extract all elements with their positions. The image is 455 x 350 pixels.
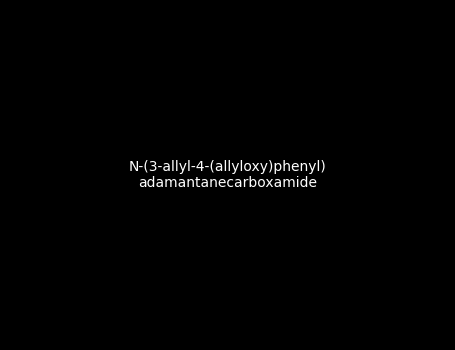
Text: N-(3-allyl-4-(allyloxy)phenyl)
adamantanecarboxamide: N-(3-allyl-4-(allyloxy)phenyl) adamantan… [129,160,326,190]
